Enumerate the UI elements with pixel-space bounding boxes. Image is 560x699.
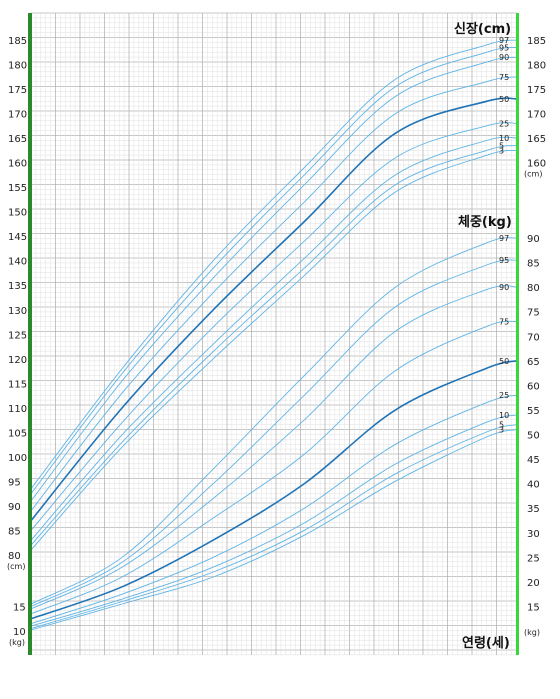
height-tick-left-label: 160 [8, 159, 27, 170]
weight-curve-p90 [30, 285, 518, 610]
weight-tick-right-label: 25 [527, 553, 540, 564]
height-curve-p25 [30, 122, 518, 531]
height-tick-left-label: 95 [8, 477, 21, 488]
height-tick-left-label: 105 [8, 428, 27, 439]
height-axis-title: 신장(cm) [454, 21, 511, 37]
weight-tick-right-label: 70 [527, 332, 540, 343]
height-curve-p90 [30, 56, 518, 502]
height-curves [30, 39, 518, 551]
weight-tick-right-label: 15 [527, 602, 540, 613]
height-percentile-label: 95 [499, 43, 509, 52]
chart-grid [30, 12, 517, 656]
weight-tick-right-label: 30 [527, 529, 540, 540]
height-tick-left-label: 140 [8, 257, 27, 268]
weight-tick-right-label: 90 [527, 234, 540, 245]
height-curve-p10 [30, 136, 518, 541]
height-tick-left-label: 85 [8, 526, 21, 537]
weight-tick-right-label: 20 [527, 578, 540, 589]
height-tick-left-label: 145 [8, 232, 27, 243]
weight-tick-left-label: 10 [13, 627, 26, 638]
weight-axis-title: 체중(kg) [458, 215, 512, 230]
weight-curve-p25 [30, 394, 518, 625]
weight-tick-right-label: 50 [527, 431, 540, 442]
right-axis-border [516, 13, 519, 655]
height-percentile-label: 25 [499, 119, 509, 128]
height-tick-left-label: 80 [8, 551, 21, 562]
height-curve-p97 [30, 39, 518, 490]
weight-curve-p75 [30, 320, 518, 615]
weight-tick-right-label: 40 [527, 480, 540, 491]
weight-unit-right-label: (kg) [524, 628, 540, 637]
height-unit-left-label: (cm) [7, 562, 25, 571]
weight-percentile-label: 90 [499, 283, 509, 292]
height-unit-right-label: (cm) [524, 170, 542, 179]
height-tick-right-label: 160 [527, 159, 546, 170]
weight-tick-right-label: 55 [527, 406, 540, 417]
height-curve-p95 [30, 46, 518, 494]
weight-tick-right-label: 35 [527, 504, 540, 515]
weight-tick-right-label: 75 [527, 308, 540, 319]
height-tick-left-label: 180 [8, 61, 27, 72]
height-curve-p3 [30, 149, 518, 551]
age-axis-title: 연령(세) [462, 636, 510, 651]
height-tick-right-label: 170 [527, 110, 546, 121]
height-tick-right-label: 175 [527, 85, 546, 96]
weight-percentile-label: 25 [499, 391, 509, 400]
weight-tick-left-label: 15 [13, 602, 26, 613]
height-percentile-label: 50 [499, 95, 509, 104]
weight-curve-p5 [30, 424, 518, 629]
weight-tick-right-label: 60 [527, 381, 540, 392]
weight-percentile-label: 10 [499, 411, 509, 420]
weight-percentile-label: 5 [499, 421, 504, 430]
height-tick-left-label: 155 [8, 183, 27, 194]
axis-ticks: 8085909510010511011512012513013514014515… [7, 36, 546, 647]
height-tick-left-label: 165 [8, 134, 27, 145]
height-percentile-label: 75 [499, 73, 509, 82]
height-tick-left-label: 175 [8, 85, 27, 96]
height-tick-left-label: 135 [8, 281, 27, 292]
height-tick-left-label: 185 [8, 36, 27, 47]
weight-curve-p95 [30, 259, 518, 607]
height-percentile-label: 5 [499, 142, 504, 151]
weight-tick-right-label: 65 [527, 357, 540, 368]
weight-percentile-label: 50 [499, 357, 509, 366]
height-tick-left-label: 150 [8, 208, 27, 219]
height-percentile-label: 3 [499, 146, 504, 155]
weight-percentile-label: 75 [499, 318, 509, 327]
height-tick-right-label: 165 [527, 134, 546, 145]
height-percentile-label: 90 [499, 53, 509, 62]
weight-percentile-label: 3 [499, 426, 504, 435]
weight-curve-p10 [30, 414, 518, 627]
height-tick-left-label: 170 [8, 110, 27, 121]
weight-percentile-label: 95 [499, 256, 509, 265]
weight-unit-left-label: (kg) [9, 638, 25, 647]
weight-percentile-label: 97 [499, 234, 509, 243]
height-percentile-label: 10 [499, 134, 509, 143]
weight-curves [30, 237, 518, 631]
weight-curve-p50 [30, 360, 518, 620]
height-tick-left-label: 115 [8, 379, 27, 390]
height-tick-right-label: 180 [527, 61, 546, 72]
weight-curve-p97 [30, 237, 518, 605]
height-curve-p75 [30, 76, 518, 512]
chart-borders [28, 13, 519, 655]
height-tick-left-label: 130 [8, 306, 27, 317]
height-percentile-label: 97 [499, 36, 509, 45]
height-tick-left-label: 100 [8, 453, 27, 464]
height-tick-left-label: 120 [8, 355, 27, 366]
weight-tick-right-label: 85 [527, 259, 540, 270]
height-tick-left-label: 90 [8, 502, 21, 513]
height-curve-p5 [30, 145, 518, 546]
height-curve-p50 [30, 97, 518, 522]
height-tick-left-label: 125 [8, 330, 27, 341]
height-tick-left-label: 110 [8, 404, 27, 415]
weight-tick-right-label: 80 [527, 283, 540, 294]
left-axis-border [28, 13, 32, 655]
weight-tick-right-label: 45 [527, 455, 540, 466]
weight-curve-p3 [30, 429, 518, 631]
height-tick-right-label: 185 [527, 36, 546, 47]
